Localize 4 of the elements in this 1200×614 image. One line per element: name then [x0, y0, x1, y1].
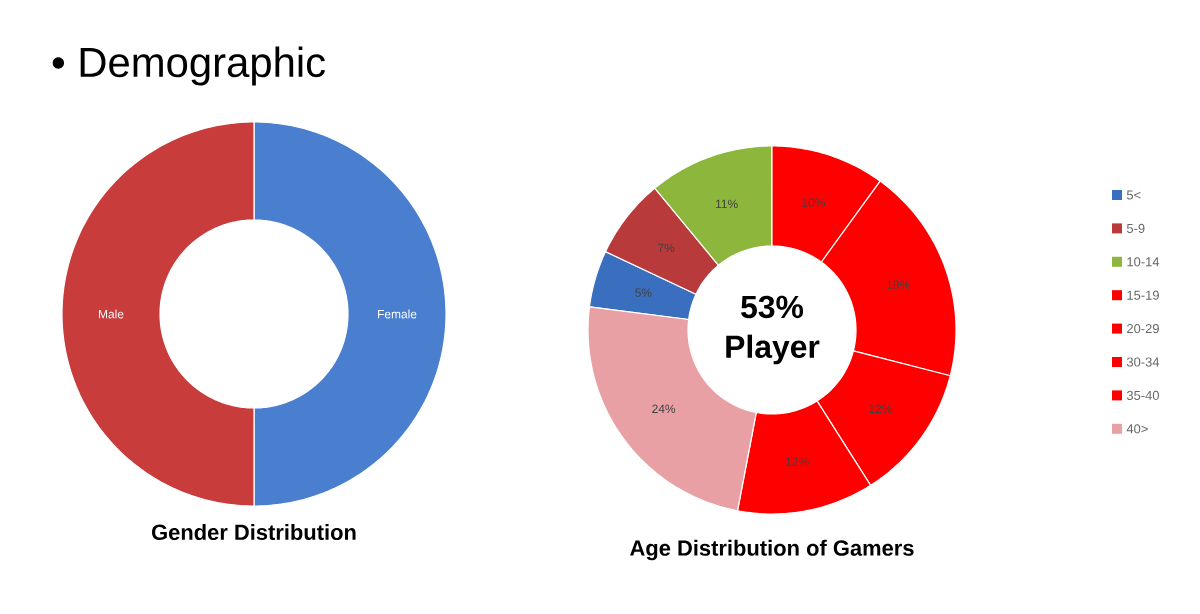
text: Gender Distribution — [152, 523, 356, 541]
text: Age Distribution of Gamers — [630, 539, 914, 561]
text: 53% Player — [726, 295, 820, 365]
text: • Demographic — [52, 46, 325, 86]
